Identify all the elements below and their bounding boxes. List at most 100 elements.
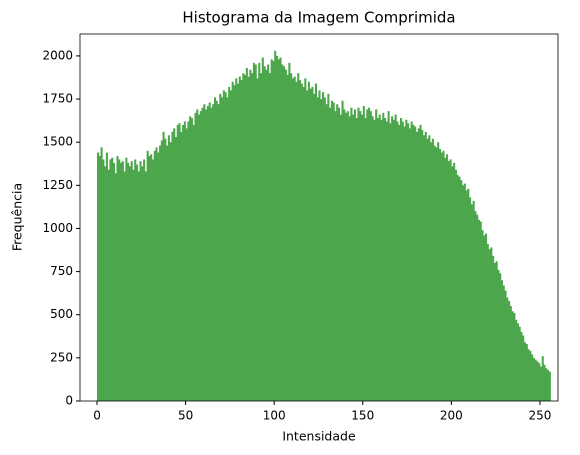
bar (169, 142, 172, 402)
bar (543, 364, 546, 401)
bar (118, 159, 121, 401)
x-tick-label: 150 (351, 409, 374, 423)
bar (415, 131, 418, 401)
bar (485, 233, 488, 401)
bar (107, 169, 110, 401)
bar (330, 100, 333, 402)
bar (476, 214, 479, 401)
bar (97, 152, 100, 401)
bar (185, 128, 188, 401)
bar (327, 93, 330, 401)
bar (522, 335, 525, 401)
bar (408, 128, 411, 401)
bar (506, 297, 509, 401)
bar (364, 118, 367, 401)
bar (481, 230, 484, 401)
bar (295, 81, 298, 401)
bar (410, 121, 413, 401)
bar (146, 150, 149, 401)
bar (151, 159, 155, 401)
bar (208, 102, 211, 402)
bar (488, 249, 491, 401)
bar (205, 109, 208, 402)
bar (105, 152, 108, 401)
bar (187, 121, 190, 401)
bar (182, 124, 185, 401)
bar (357, 107, 360, 401)
bar (270, 59, 273, 401)
bar (314, 83, 317, 401)
bar (465, 190, 468, 401)
bar (435, 147, 438, 401)
bar (345, 112, 348, 402)
y-tick-label: 500 (50, 307, 73, 321)
bar (206, 105, 209, 402)
bar (509, 306, 512, 401)
bar (539, 366, 543, 401)
bar (424, 131, 427, 401)
bar (371, 116, 374, 401)
bar (401, 121, 404, 401)
bar (210, 107, 213, 401)
bar (290, 73, 293, 402)
bar (407, 123, 410, 401)
bar (437, 142, 440, 402)
y-tick-label: 250 (50, 350, 73, 364)
bar (389, 123, 392, 401)
bar (102, 159, 105, 401)
bar (399, 118, 403, 401)
bar (228, 86, 231, 401)
bar (135, 164, 139, 401)
y-tick-label: 750 (50, 264, 73, 278)
bar (309, 88, 312, 401)
bar (183, 121, 186, 401)
bar (224, 92, 227, 401)
bar (247, 76, 250, 402)
bar (472, 200, 475, 401)
y-tick-label: 1250 (42, 178, 73, 192)
bar (323, 97, 326, 402)
bar (518, 326, 521, 401)
bar (534, 359, 537, 401)
bar (516, 323, 519, 401)
bar (189, 116, 192, 401)
bar (470, 204, 473, 401)
bar (394, 114, 397, 401)
bar (320, 99, 323, 402)
bar (375, 109, 378, 402)
bar (213, 97, 217, 402)
bar (166, 145, 169, 401)
bar (173, 128, 176, 401)
bar (144, 171, 147, 401)
bar (421, 130, 424, 401)
bar (398, 124, 401, 401)
bar (298, 80, 302, 401)
bar (114, 173, 117, 401)
bar (286, 74, 289, 401)
bar (261, 57, 264, 401)
bar (502, 285, 505, 401)
bar (112, 162, 116, 401)
bar (529, 350, 532, 401)
x-tick-label: 100 (263, 409, 286, 423)
bar (283, 66, 286, 402)
bar (238, 76, 241, 402)
y-tick-label: 1500 (42, 135, 73, 149)
bar (376, 118, 380, 401)
bar (277, 59, 280, 401)
bar (268, 73, 271, 402)
bar (159, 145, 162, 401)
bar (128, 166, 131, 401)
bar (343, 109, 346, 402)
bar (515, 319, 518, 401)
bar (384, 118, 387, 401)
bar (127, 162, 130, 401)
bar (454, 169, 457, 401)
bar (293, 76, 296, 402)
bar (98, 155, 101, 401)
bar (100, 147, 103, 401)
bar (523, 342, 527, 401)
bar (456, 174, 459, 401)
bar (366, 109, 369, 402)
bar (263, 66, 266, 402)
